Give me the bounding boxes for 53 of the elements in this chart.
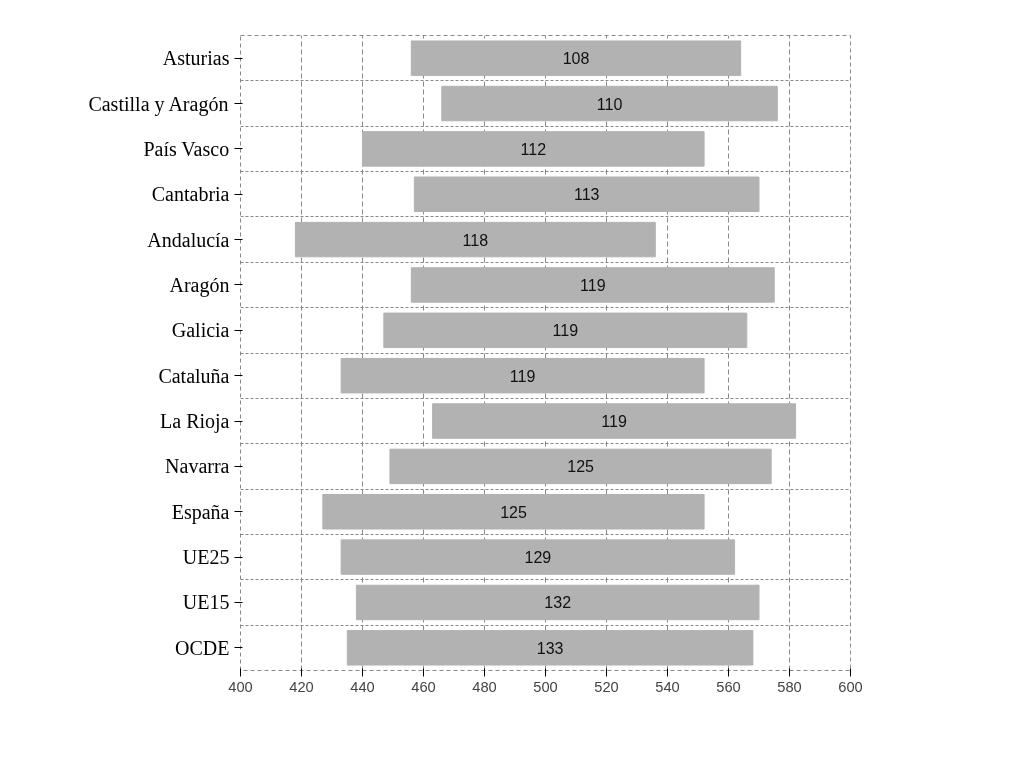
y-tick-label: OCDE (175, 636, 230, 659)
bar (362, 131, 705, 167)
x-tick-label: 440 (350, 678, 375, 695)
x-tick-label: 600 (838, 678, 863, 695)
bar (355, 584, 760, 621)
data-label: 119 (580, 276, 606, 294)
data-label: 119 (552, 322, 579, 340)
y-tick-label: Galicia (171, 319, 230, 342)
data-label: 108 (562, 50, 590, 68)
y-tick-label: UE15 (182, 591, 230, 614)
bar (322, 494, 705, 530)
y-tick-label: España (171, 500, 230, 524)
y-tick-label: La Rioja (160, 410, 230, 434)
bar (346, 630, 754, 666)
bar (294, 221, 656, 258)
y-tick-label: Aragón (169, 273, 230, 297)
y-tick-label: Navarra (165, 455, 230, 478)
data-label: 119 (601, 413, 627, 431)
data-label: 119 (509, 367, 536, 385)
data-label: 125 (567, 458, 595, 476)
y-tick-label: Asturias (162, 47, 230, 70)
bar (340, 539, 736, 575)
data-label: 129 (524, 549, 552, 567)
x-tick-label: 400 (228, 678, 253, 695)
bar (432, 403, 797, 439)
bar (410, 267, 775, 303)
y-tick-label: Andalucía (147, 228, 230, 251)
data-label: 110 (596, 95, 623, 113)
data-label: 125 (500, 503, 527, 521)
x-tick-label: 560 (716, 678, 741, 695)
bar (441, 85, 778, 122)
y-tick-label: UE25 (182, 546, 230, 569)
bar (413, 176, 760, 212)
x-tick-label: 540 (655, 678, 680, 695)
x-tick-label: 520 (594, 678, 619, 695)
y-tick-label: Cantabria (151, 183, 230, 206)
y-tick-label: Castilla y Aragón (88, 92, 229, 116)
data-label: 132 (544, 594, 572, 612)
bar (410, 40, 742, 76)
bar (389, 448, 772, 485)
x-tick-label: 480 (472, 678, 497, 695)
x-tick-label: 500 (533, 678, 558, 695)
x-tick-label: 460 (411, 678, 436, 695)
data-label: 113 (573, 186, 600, 204)
bar (340, 357, 705, 394)
data-label: 112 (520, 140, 547, 158)
data-label: 118 (462, 231, 489, 249)
bar (383, 312, 748, 349)
x-tick-label: 420 (289, 678, 314, 695)
y-tick-label: Cataluña (158, 364, 230, 387)
data-label: 133 (536, 639, 564, 657)
x-tick-label: 580 (777, 678, 802, 695)
y-tick-label: País Vasco (143, 137, 230, 160)
